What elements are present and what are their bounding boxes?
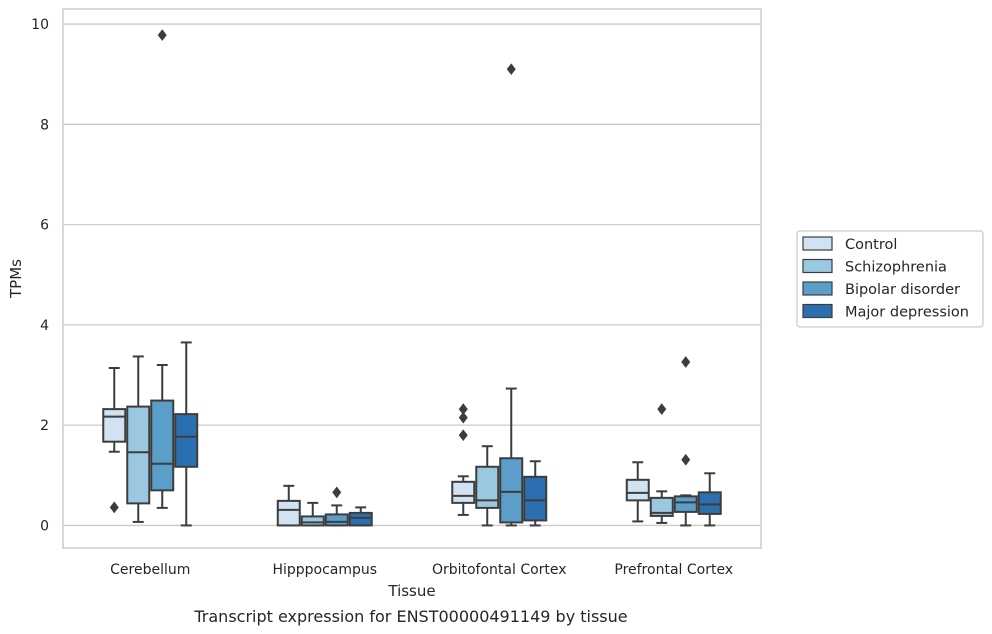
y-tick-label: 2: [40, 418, 49, 434]
x-tick-label: Cerebellum: [110, 562, 190, 578]
box-iqr: [475, 465, 500, 509]
y-tick-labels: 0 2 4 6 8 10: [31, 17, 49, 534]
outlier-point: [506, 63, 516, 76]
outlier-point: [681, 453, 691, 466]
box-iqr: [451, 480, 476, 504]
box: [126, 355, 151, 523]
outlier-point: [332, 486, 342, 499]
outlier-point: [458, 403, 468, 415]
legend-label: Control: [845, 237, 897, 253]
box-iqr: [126, 405, 151, 505]
outlier-point: [157, 29, 167, 41]
box-iqr: [348, 511, 373, 527]
box-iqr: [673, 495, 698, 513]
box: [150, 29, 175, 509]
box: [102, 366, 127, 514]
x-tick-label: Orbitofontal Cortex: [432, 562, 567, 578]
legend-label: Schizophrenia: [845, 260, 947, 276]
box-iqr: [499, 457, 524, 524]
outlier-point: [681, 356, 691, 368]
box: [649, 403, 674, 524]
legend-swatch: [802, 236, 833, 251]
legend-frame: [796, 230, 984, 328]
box: [348, 506, 373, 527]
box: [523, 460, 548, 527]
y-tick-label: 10: [31, 17, 49, 33]
box-iqr: [697, 491, 722, 515]
x-axis-label: Tissue: [387, 582, 435, 600]
y-axis-label: TPMs: [7, 259, 25, 299]
legend: Control Schizophrenia Bipolar disorder Majo…: [796, 230, 984, 328]
box-iqr: [300, 515, 325, 527]
box-iqr: [649, 496, 674, 517]
y-tick-label: 6: [40, 218, 49, 234]
legend-label: Bipolar disorder: [845, 282, 960, 298]
outlier-point: [458, 429, 468, 442]
box-iqr: [102, 408, 127, 443]
legend-swatch: [802, 303, 833, 319]
box-iqr: [150, 399, 175, 492]
plot-frame: [62, 8, 762, 549]
box: [475, 445, 500, 527]
y-tick-label: 4: [40, 318, 49, 334]
outlier-point: [458, 411, 468, 424]
box: [499, 63, 524, 527]
legend-swatch: [802, 281, 833, 296]
box-iqr: [324, 513, 349, 527]
legend-swatch: [802, 258, 833, 274]
box: [451, 403, 476, 516]
y-tick-label: 0: [40, 518, 49, 534]
y-tick-label: 8: [40, 117, 49, 133]
legend-label: Major depression: [845, 305, 969, 321]
box: [673, 356, 698, 527]
chart-caption: Transcript expression for ENST0000049114…: [193, 607, 627, 626]
x-tick-labels: Cerebellum Hipppocampus Orbitofontal Corte…: [110, 562, 733, 578]
box-iqr: [276, 499, 301, 527]
outlier-point: [657, 403, 667, 415]
outlier-point: [109, 501, 119, 514]
box-iqr: [625, 478, 650, 502]
box: [276, 484, 301, 527]
box: [324, 486, 349, 527]
box-iqr: [174, 413, 199, 468]
x-tick-label: Prefrontal Cortex: [614, 562, 733, 578]
box: [625, 461, 650, 523]
box-series: [102, 29, 722, 527]
box: [300, 501, 325, 527]
x-tick-label: Hipppocampus: [272, 562, 377, 578]
box: [697, 472, 722, 527]
box-iqr: [523, 475, 548, 522]
box: [174, 341, 199, 527]
